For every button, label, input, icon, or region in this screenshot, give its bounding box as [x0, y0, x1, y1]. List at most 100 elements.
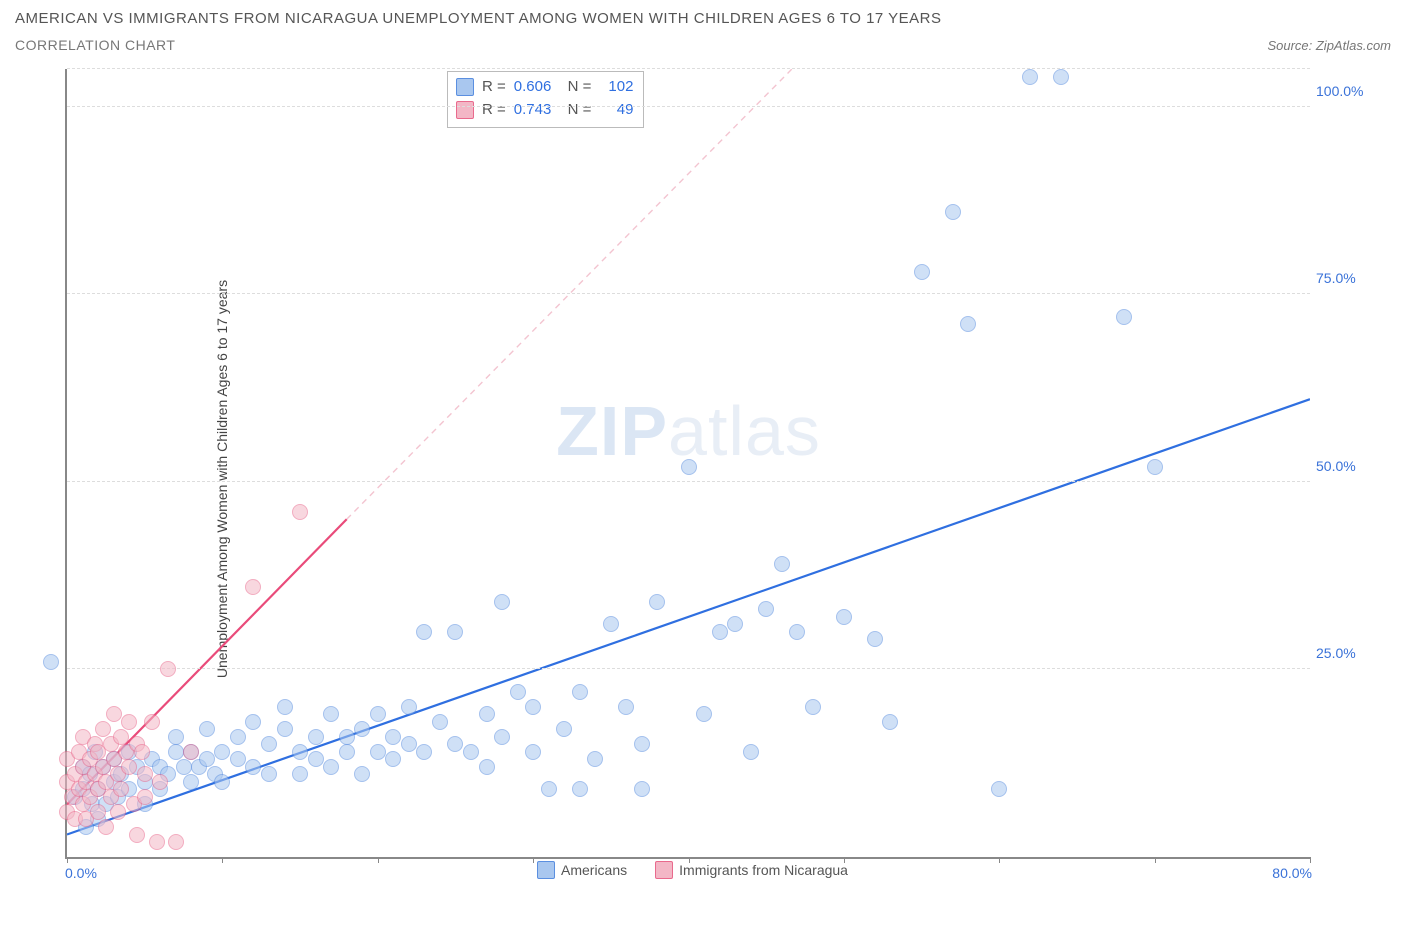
data-point-americans [556, 721, 572, 737]
data-point-americans [618, 699, 634, 715]
data-point-americans [1147, 459, 1163, 475]
data-point-americans [277, 721, 293, 737]
data-point-americans [354, 721, 370, 737]
data-point-americans [370, 706, 386, 722]
data-point-americans [572, 684, 588, 700]
data-point-americans [805, 699, 821, 715]
data-point-americans [292, 744, 308, 760]
data-point-americans [649, 594, 665, 610]
data-point-americans [991, 781, 1007, 797]
y-tick-label: 50.0% [1316, 458, 1372, 474]
data-point-americans [230, 729, 246, 745]
data-point-americans [199, 721, 215, 737]
stat-n-nicaragua: 49 [599, 99, 633, 122]
stat-n-label: N = [559, 99, 591, 122]
data-point-americans [261, 736, 277, 752]
data-point-americans [479, 706, 495, 722]
data-point-americans [945, 204, 961, 220]
data-point-americans [432, 714, 448, 730]
data-point-americans [401, 699, 417, 715]
data-point-nicaragua [160, 661, 176, 677]
data-point-americans [416, 624, 432, 640]
stats-box: R = 0.606 N = 102 R = 0.743 N = 49 [447, 71, 644, 128]
data-point-americans [1053, 69, 1069, 85]
data-point-nicaragua [129, 827, 145, 843]
data-point-americans [230, 751, 246, 767]
x-min-label: 0.0% [65, 865, 97, 881]
data-point-americans [603, 616, 619, 632]
data-point-americans [867, 631, 883, 647]
data-point-nicaragua [137, 789, 153, 805]
legend-label-americans: Americans [561, 862, 627, 878]
data-point-nicaragua [245, 579, 261, 595]
data-point-americans [401, 736, 417, 752]
data-point-americans [199, 751, 215, 767]
data-point-americans [261, 766, 277, 782]
y-tick-label: 25.0% [1316, 645, 1372, 661]
data-point-americans [245, 714, 261, 730]
data-point-americans [323, 759, 339, 775]
data-point-americans [696, 706, 712, 722]
data-point-americans [914, 264, 930, 280]
data-point-americans [385, 729, 401, 745]
data-point-nicaragua [106, 706, 122, 722]
data-point-nicaragua [110, 804, 126, 820]
data-point-americans [168, 729, 184, 745]
data-point-americans [541, 781, 557, 797]
data-point-nicaragua [95, 721, 111, 737]
data-point-americans [463, 744, 479, 760]
stat-r-americans: 0.606 [514, 76, 552, 99]
y-tick-label: 100.0% [1316, 83, 1372, 99]
chart-title: AMERICAN VS IMMIGRANTS FROM NICARAGUA UN… [15, 10, 1391, 27]
data-point-americans [292, 766, 308, 782]
data-point-americans [277, 699, 293, 715]
data-point-americans [370, 744, 386, 760]
data-point-nicaragua [90, 804, 106, 820]
data-point-americans [339, 744, 355, 760]
data-point-americans [385, 751, 401, 767]
y-tick-label: 75.0% [1316, 270, 1372, 286]
data-point-americans [572, 781, 588, 797]
data-point-americans [214, 744, 230, 760]
data-point-americans [712, 624, 728, 640]
data-point-americans [681, 459, 697, 475]
data-point-nicaragua [134, 744, 150, 760]
data-point-nicaragua [113, 781, 129, 797]
data-point-americans [774, 556, 790, 572]
data-point-americans [494, 729, 510, 745]
data-point-nicaragua [168, 834, 184, 850]
data-point-americans [214, 774, 230, 790]
data-point-americans [743, 744, 759, 760]
plot-area: ZIPatlas R = 0.606 N = 102 R = 0.743 N =… [65, 69, 1310, 859]
legend-item-americans: Americans [537, 861, 627, 879]
data-point-nicaragua [113, 729, 129, 745]
data-point-nicaragua [149, 834, 165, 850]
data-point-nicaragua [292, 504, 308, 520]
data-point-nicaragua [183, 744, 199, 760]
swatch-nicaragua [456, 101, 474, 119]
watermark-bold: ZIP [556, 392, 668, 470]
data-point-americans [836, 609, 852, 625]
data-point-nicaragua [98, 819, 114, 835]
data-point-americans [510, 684, 526, 700]
legend-label-nicaragua: Immigrants from Nicaragua [679, 862, 848, 878]
title-block: AMERICAN VS IMMIGRANTS FROM NICARAGUA UN… [15, 10, 1391, 53]
stats-row-americans: R = 0.606 N = 102 [456, 76, 633, 99]
data-point-americans [43, 654, 59, 670]
data-point-americans [960, 316, 976, 332]
stat-r-nicaragua: 0.743 [514, 99, 552, 122]
data-point-americans [1116, 309, 1132, 325]
data-point-americans [339, 729, 355, 745]
data-point-americans [587, 751, 603, 767]
data-point-americans [525, 744, 541, 760]
stat-n-americans: 102 [599, 76, 633, 99]
data-point-americans [308, 729, 324, 745]
data-point-nicaragua [121, 714, 137, 730]
stat-n-label: N = [559, 76, 591, 99]
data-point-nicaragua [121, 759, 137, 775]
data-point-americans [323, 706, 339, 722]
data-point-nicaragua [152, 774, 168, 790]
data-point-americans [634, 736, 650, 752]
legend-swatch-americans [537, 861, 555, 879]
data-point-americans [789, 624, 805, 640]
